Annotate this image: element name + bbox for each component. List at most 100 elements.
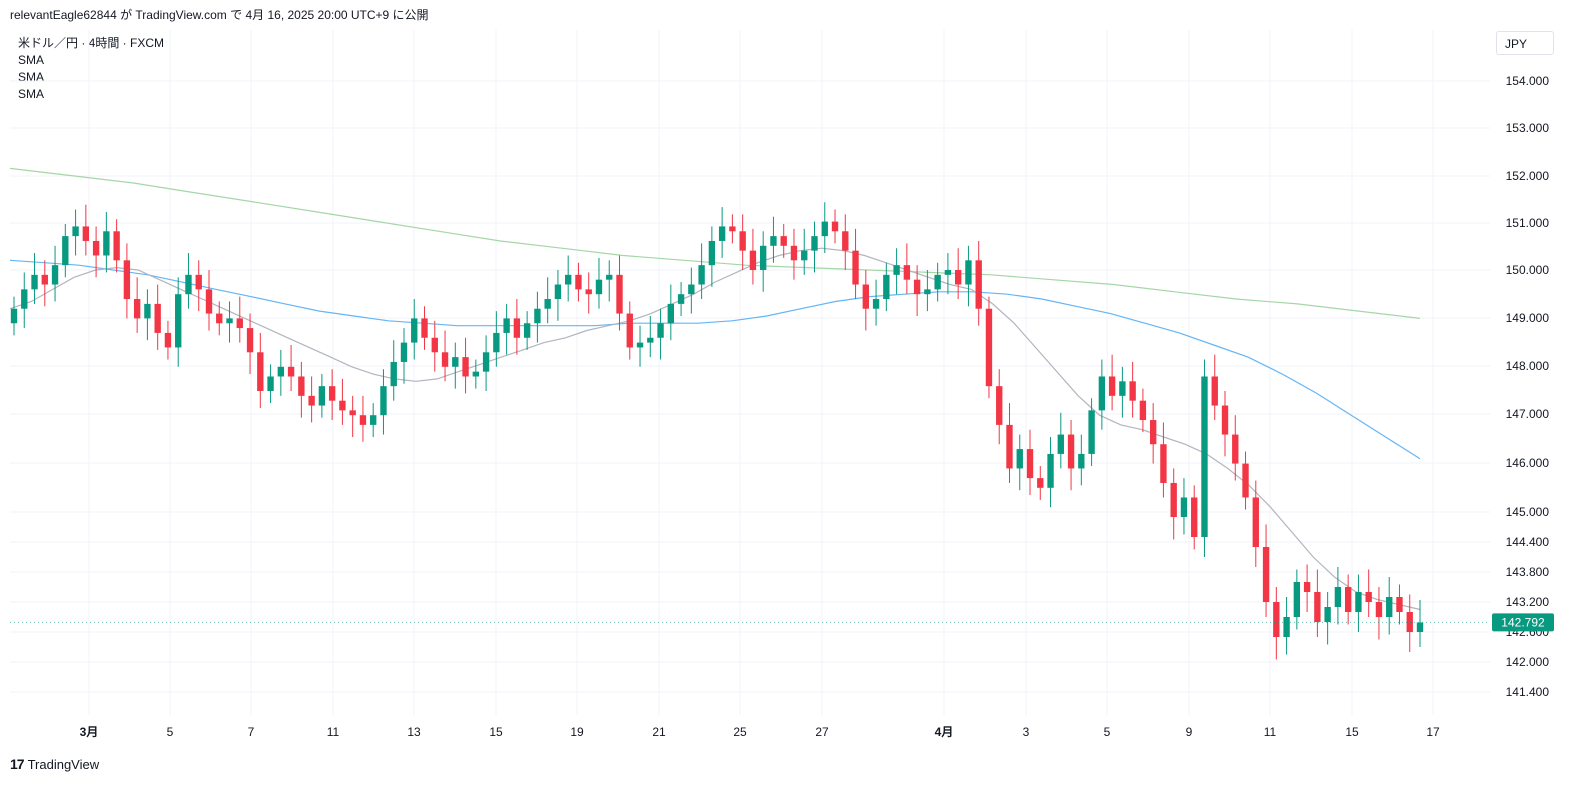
- candle-body: [996, 386, 1003, 425]
- candle-body: [1375, 602, 1383, 617]
- x-tick-label: 4月: [935, 725, 954, 739]
- candle-body: [411, 318, 418, 343]
- candle: [1334, 567, 1342, 625]
- x-tick-label: 7: [248, 725, 255, 739]
- candle: [277, 349, 285, 396]
- candle: [359, 395, 367, 442]
- candle: [688, 267, 695, 314]
- candle-body: [862, 284, 869, 309]
- candle-body: [1037, 478, 1044, 488]
- candle-body: [585, 289, 592, 295]
- candle-body: [133, 299, 141, 319]
- candle: [698, 243, 705, 300]
- candle-body: [1324, 607, 1331, 622]
- candle: [349, 395, 356, 437]
- candle: [801, 228, 808, 275]
- last-price-badge: [1492, 613, 1554, 632]
- tradingview-brand[interactable]: 17 TradingView: [10, 756, 99, 772]
- candle-body: [934, 274, 941, 290]
- candle-body: [944, 270, 952, 275]
- candle-body: [893, 265, 900, 275]
- candle-body: [1201, 376, 1208, 537]
- candle-body: [267, 376, 274, 391]
- candle-body: [1129, 381, 1136, 401]
- symbol-title[interactable]: 米ドル／円 · 4時間 · FXCM: [18, 36, 164, 50]
- candle-body: [780, 236, 787, 246]
- candle-body: [1262, 547, 1270, 602]
- candle: [595, 257, 603, 309]
- candle-body: [257, 352, 264, 391]
- candle: [154, 284, 161, 350]
- candle: [1386, 577, 1393, 635]
- candle: [821, 202, 828, 254]
- candle-body: [359, 415, 367, 425]
- candle: [257, 332, 264, 408]
- candle: [1129, 361, 1136, 418]
- candle: [1078, 434, 1085, 486]
- candle-body: [1078, 453, 1085, 469]
- chart-grid: [10, 30, 1490, 715]
- candle: [441, 330, 449, 382]
- candle: [246, 313, 254, 375]
- candle: [636, 325, 644, 367]
- candle-body: [1365, 592, 1372, 602]
- candle-body: [1006, 424, 1013, 469]
- y-tick-label: 151.000: [1506, 216, 1550, 230]
- candle-body: [647, 337, 654, 343]
- candle: [996, 369, 1003, 445]
- candle: [544, 277, 551, 324]
- candle: [811, 221, 818, 273]
- candle-body: [482, 352, 490, 372]
- candle: [133, 277, 141, 333]
- candle-body: [349, 410, 356, 416]
- candle-body: [1334, 587, 1342, 607]
- candle-body: [554, 284, 562, 300]
- indicator-sma-1[interactable]: SMA: [18, 53, 45, 67]
- candle: [1273, 587, 1280, 660]
- candle: [103, 211, 110, 273]
- candle: [708, 226, 716, 287]
- candle-body: [421, 318, 428, 338]
- candle-body: [698, 265, 705, 285]
- candle: [1160, 422, 1167, 498]
- candle: [1324, 592, 1331, 645]
- candle-body: [688, 284, 695, 295]
- candle: [431, 320, 438, 372]
- candle: [308, 376, 315, 423]
- y-tick-label: 142.000: [1506, 655, 1550, 669]
- candle-body: [565, 274, 572, 285]
- candle-body: [1180, 497, 1188, 517]
- candle-body: [431, 337, 438, 353]
- price-axis: 154.000 153.000 152.000 151.000 150.000 149.0…: [1506, 74, 1550, 699]
- currency-button[interactable]: JPY: [1496, 31, 1554, 55]
- candle-body: [852, 250, 859, 285]
- candle-body: [1293, 582, 1301, 617]
- candle-body: [1344, 587, 1352, 612]
- candle-body: [657, 323, 664, 338]
- candle-body: [760, 245, 767, 270]
- last-price-label: 142.792: [1501, 615, 1545, 629]
- candle-body: [1047, 453, 1054, 488]
- indicator-sma-3[interactable]: SMA: [18, 87, 45, 101]
- candle-body: [790, 245, 798, 261]
- candle-body: [667, 303, 674, 324]
- candle: [739, 214, 746, 270]
- candle: [41, 260, 48, 307]
- x-tick-label: 5: [167, 725, 174, 739]
- candle: [31, 253, 38, 304]
- sma-short-line: [9, 247, 1421, 611]
- candle: [195, 260, 202, 312]
- candle: [924, 270, 931, 312]
- candle: [164, 320, 172, 360]
- candle-body: [1191, 497, 1198, 537]
- candle: [1016, 434, 1023, 491]
- candle: [585, 272, 592, 314]
- candle-body: [903, 265, 911, 280]
- candle-body: [441, 352, 449, 367]
- candle-body: [1170, 482, 1177, 517]
- candle: [51, 245, 59, 302]
- candle: [1098, 359, 1106, 430]
- candle: [205, 270, 213, 331]
- candle: [1170, 468, 1177, 540]
